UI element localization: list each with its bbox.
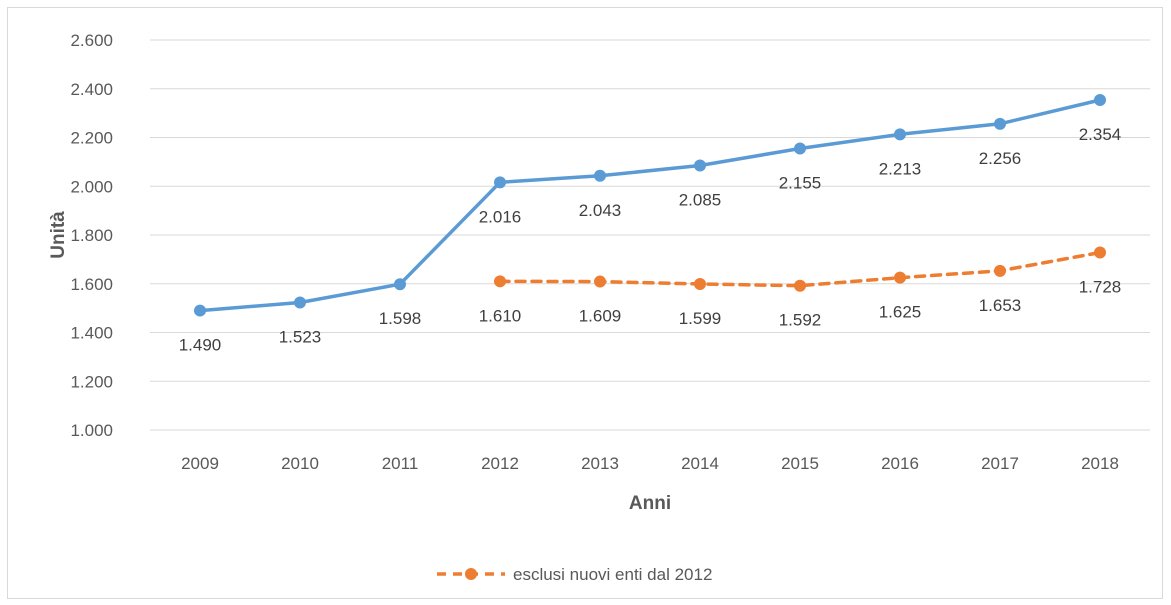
x-tick-label: 2018: [1081, 454, 1119, 473]
data-point: [194, 304, 206, 317]
data-label: 1.653: [979, 296, 1022, 315]
series-layer: [194, 93, 1106, 317]
data-label: 2.354: [1079, 125, 1122, 144]
data-labels: 1.490 1.523 1.598 2.016 2.043 2.085 2.155 2.213…: [179, 125, 1122, 355]
data-label: 1.598: [379, 309, 422, 328]
data-label: 1.728: [1079, 278, 1122, 297]
legend: esclusi nuovi enti dal 2012: [437, 565, 712, 584]
y-tick-label: 1.000: [70, 421, 113, 440]
data-point: [894, 271, 906, 284]
y-tick-label: 1.600: [70, 275, 113, 294]
data-point: [794, 279, 806, 292]
data-label: 2.256: [979, 149, 1022, 168]
data-point: [994, 117, 1006, 130]
data-point: [794, 142, 806, 155]
data-label: 1.523: [279, 328, 322, 347]
data-label: 2.043: [579, 201, 622, 220]
y-axis-ticks: 1.000 1.200 1.400 1.600 1.800 2.000 2.200 2.400…: [70, 31, 113, 440]
data-label: 1.490: [179, 336, 222, 355]
data-label: 2.155: [779, 173, 822, 192]
data-label: 2.016: [479, 207, 522, 226]
x-tick-label: 2013: [581, 454, 619, 473]
data-label: 2.213: [879, 159, 922, 178]
series-line: [198, 98, 1102, 313]
data-point: [594, 169, 606, 182]
data-point: [494, 176, 506, 189]
y-tick-label: 1.200: [70, 372, 113, 391]
x-tick-label: 2012: [481, 454, 519, 473]
data-label: 1.599: [679, 309, 722, 328]
x-tick-label: 2014: [681, 454, 719, 473]
x-tick-label: 2015: [781, 454, 819, 473]
data-point: [594, 275, 606, 288]
data-point: [694, 159, 706, 172]
data-point: [894, 128, 906, 141]
y-axis-title: Unità: [48, 211, 69, 259]
data-point: [1094, 93, 1106, 106]
data-label: 1.610: [479, 306, 522, 325]
x-tick-label: 2010: [281, 454, 319, 473]
data-label: 1.592: [779, 311, 822, 330]
data-point: [294, 296, 306, 309]
data-point: [494, 275, 506, 288]
data-point: [694, 277, 706, 290]
y-tick-label: 2.000: [70, 177, 113, 196]
x-tick-label: 2016: [881, 454, 919, 473]
data-label: 1.625: [879, 303, 922, 322]
data-point: [394, 278, 406, 291]
legend-label: esclusi nuovi enti dal 2012: [513, 565, 712, 584]
data-point: [1094, 246, 1106, 259]
y-tick-label: 1.800: [70, 226, 113, 245]
y-tick-label: 2.400: [70, 80, 113, 99]
y-tick-label: 1.400: [70, 324, 113, 343]
data-label: 2.085: [679, 191, 722, 210]
legend-swatch-marker: [465, 568, 477, 580]
data-point: [994, 264, 1006, 277]
y-tick-label: 2.600: [70, 31, 113, 50]
x-tick-label: 2017: [981, 454, 1019, 473]
chart-frame: [7, 7, 1163, 599]
x-tick-label: 2011: [382, 454, 419, 473]
gridlines: [150, 39, 1150, 431]
data-label: 1.609: [579, 307, 622, 326]
x-axis-ticks: 2009 2010 2011 2012 2013 2014 2015 2016 2017 2018: [181, 454, 1119, 473]
x-tick-label: 2009: [181, 454, 219, 473]
x-axis-title: Anni: [629, 493, 671, 514]
y-tick-label: 2.200: [70, 129, 113, 148]
